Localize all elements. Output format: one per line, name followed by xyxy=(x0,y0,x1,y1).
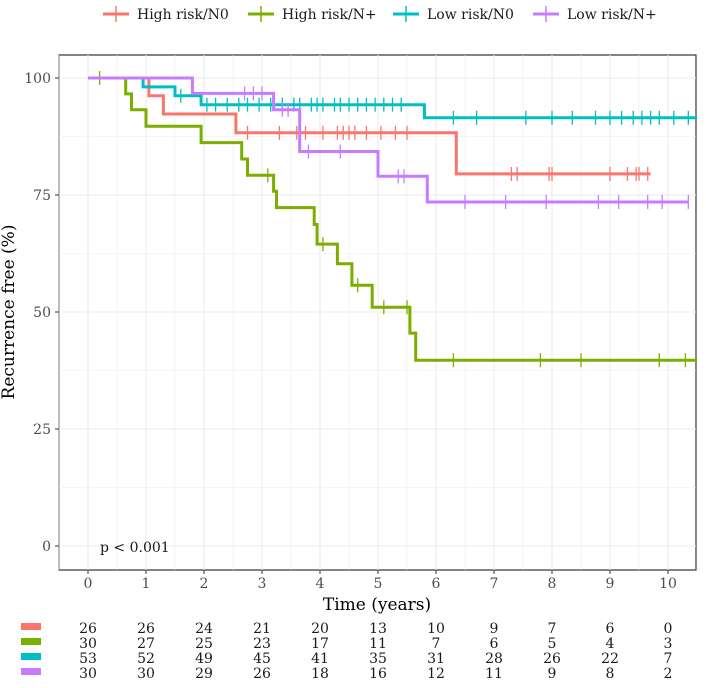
legend: High risk/N0 High risk/N+ Low risk/N0 Low r… xyxy=(103,6,657,23)
x-tick-label: 10 xyxy=(659,576,677,592)
survival-line-4 xyxy=(88,76,689,204)
risk-count: 27 xyxy=(137,636,155,652)
risk-count: 26 xyxy=(253,666,271,682)
x-axis-title: Time (years) xyxy=(323,595,431,615)
y-tick-label: 100 xyxy=(24,71,51,87)
x-tick-label: 6 xyxy=(432,576,441,592)
risk-count: 2 xyxy=(664,666,673,682)
risk-count: 18 xyxy=(311,666,329,682)
risk-count: 22 xyxy=(601,651,619,667)
risk-row-swatch xyxy=(21,623,41,630)
risk-row-2: 30 27 25 23 17 11 7 6 5 4 3 xyxy=(21,636,672,652)
risk-count: 52 xyxy=(137,651,155,667)
risk-count: 7 xyxy=(664,651,673,667)
x-tick-label: 7 xyxy=(490,576,499,592)
y-tick-label: 25 xyxy=(33,422,51,438)
x-tick-label: 1 xyxy=(142,576,151,592)
risk-count: 26 xyxy=(79,621,97,637)
risk-count: 12 xyxy=(427,666,445,682)
risk-count: 30 xyxy=(137,666,155,682)
risk-count: 53 xyxy=(79,651,97,667)
x-tick-label: 0 xyxy=(84,576,93,592)
risk-count: 17 xyxy=(311,636,329,652)
risk-row-swatch xyxy=(21,653,41,660)
x-tick-label: 9 xyxy=(606,576,615,592)
y-tick-label: 75 xyxy=(33,188,51,204)
risk-count: 29 xyxy=(195,666,213,682)
survival-curves xyxy=(88,71,697,368)
risk-count: 26 xyxy=(137,621,155,637)
risk-count: 11 xyxy=(485,666,503,682)
risk-row-swatch xyxy=(21,638,41,645)
y-axis-title: Recurrence free (%) xyxy=(0,225,19,400)
risk-count: 45 xyxy=(253,651,271,667)
y-tick-label: 50 xyxy=(33,305,51,321)
x-tick-label: 8 xyxy=(548,576,557,592)
risk-count: 30 xyxy=(79,636,97,652)
risk-count: 30 xyxy=(79,666,97,682)
risk-count: 3 xyxy=(664,636,673,652)
survival-line-3 xyxy=(88,76,697,120)
risk-count: 6 xyxy=(490,636,499,652)
risk-count: 9 xyxy=(548,666,557,682)
x-tick-label: 5 xyxy=(374,576,383,592)
grid-lines xyxy=(58,55,698,570)
legend-label: Low risk/N+ xyxy=(567,7,657,23)
legend-item-2: High risk/N+ xyxy=(248,6,377,23)
legend-label: High risk/N0 xyxy=(137,7,229,23)
risk-count: 16 xyxy=(369,666,387,682)
survival-line-2 xyxy=(88,76,697,362)
risk-count: 26 xyxy=(543,651,561,667)
risk-count: 7 xyxy=(548,621,557,637)
legend-item-3: Low risk/N0 xyxy=(393,6,514,23)
risk-count: 10 xyxy=(427,621,445,637)
legend-item-1: High risk/N0 xyxy=(103,6,229,23)
x-tick-label: 2 xyxy=(200,576,209,592)
risk-count: 0 xyxy=(664,621,673,637)
risk-table: 26 26 24 21 20 13 10 9 7 6 030 27 25 23 17 11 7 6 5 4 353 52 4… xyxy=(21,621,672,682)
risk-row-1: 26 26 24 21 20 13 10 9 7 6 0 xyxy=(21,621,672,637)
risk-count: 8 xyxy=(606,666,615,682)
risk-count: 35 xyxy=(369,651,387,667)
x-tick-label: 4 xyxy=(316,576,325,592)
risk-count: 20 xyxy=(311,621,329,637)
risk-count: 41 xyxy=(311,651,329,667)
risk-count: 13 xyxy=(369,621,387,637)
risk-count: 9 xyxy=(490,621,499,637)
risk-count: 49 xyxy=(195,651,213,667)
risk-count: 25 xyxy=(195,636,213,652)
risk-count: 21 xyxy=(253,621,271,637)
risk-row-3: 53 52 49 45 41 35 31 28 26 22 7 xyxy=(21,651,672,667)
risk-count: 24 xyxy=(195,621,213,637)
legend-label: High risk/N+ xyxy=(282,7,377,23)
risk-count: 6 xyxy=(606,621,615,637)
risk-count: 31 xyxy=(427,651,445,667)
risk-row-swatch xyxy=(21,668,41,675)
risk-count: 5 xyxy=(548,636,557,652)
y-tick-label: 0 xyxy=(42,539,51,555)
risk-count: 7 xyxy=(432,636,441,652)
risk-count: 23 xyxy=(253,636,271,652)
risk-count: 4 xyxy=(606,636,615,652)
risk-count: 11 xyxy=(369,636,387,652)
legend-label: Low risk/N0 xyxy=(427,7,514,23)
risk-row-4: 30 30 29 26 18 16 12 11 9 8 2 xyxy=(21,666,672,682)
x-tick-label: 3 xyxy=(258,576,267,592)
legend-item-4: Low risk/N+ xyxy=(533,6,657,23)
risk-count: 28 xyxy=(485,651,503,667)
p-value-annotation: p < 0.001 xyxy=(100,540,170,556)
